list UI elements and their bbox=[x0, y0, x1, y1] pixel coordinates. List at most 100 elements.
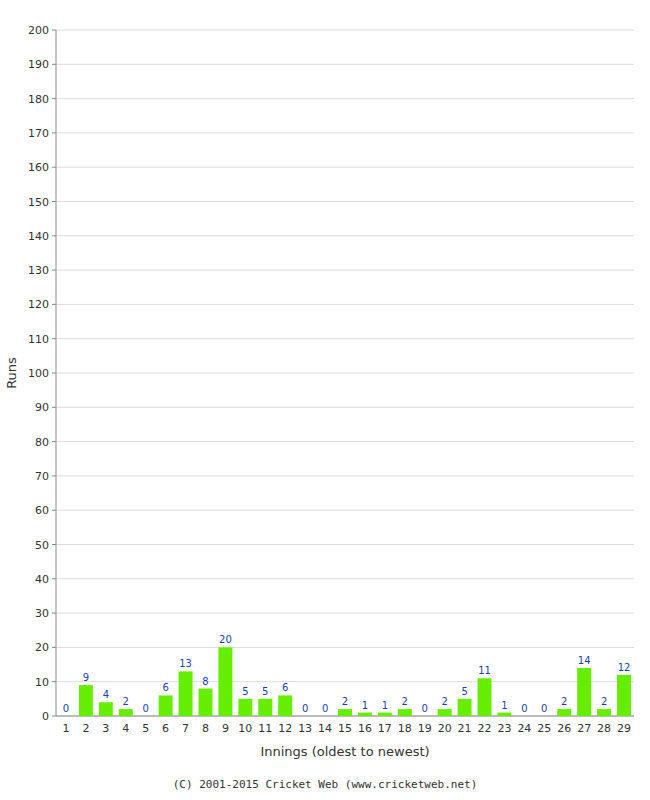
x-tick-label: 10 bbox=[238, 722, 252, 735]
data-labels: 0942061382055600211202511100214212 bbox=[63, 634, 631, 714]
y-tick-label: 40 bbox=[35, 573, 49, 586]
y-tick bbox=[52, 407, 56, 408]
bar bbox=[298, 716, 312, 717]
y-tick-label: 120 bbox=[28, 298, 49, 311]
bar bbox=[378, 713, 392, 716]
y-tick-label: 100 bbox=[28, 367, 49, 380]
y-tick bbox=[52, 716, 56, 717]
y-tick bbox=[52, 441, 56, 442]
bar bbox=[119, 709, 133, 716]
x-tick-label: 22 bbox=[478, 722, 492, 735]
y-axis-title: Runs bbox=[4, 357, 19, 389]
data-label: 6 bbox=[162, 682, 168, 693]
y-tick-label: 170 bbox=[28, 127, 49, 140]
bar bbox=[79, 685, 93, 716]
bar bbox=[617, 675, 631, 716]
y-tick bbox=[52, 167, 56, 168]
y-tick bbox=[52, 510, 56, 511]
x-tick-label: 8 bbox=[202, 722, 209, 735]
bar bbox=[318, 716, 332, 717]
x-tick-label: 28 bbox=[597, 722, 611, 735]
x-tick-label: 19 bbox=[418, 722, 432, 735]
bar bbox=[338, 709, 352, 716]
data-label: 2 bbox=[561, 696, 567, 707]
y-tick-label: 150 bbox=[28, 196, 49, 209]
bar bbox=[597, 709, 611, 716]
x-tick-label: 14 bbox=[318, 722, 332, 735]
y-tick-label: 80 bbox=[35, 436, 49, 449]
y-tick-label: 160 bbox=[28, 161, 49, 174]
bar bbox=[537, 716, 551, 717]
x-tick-label: 1 bbox=[62, 722, 69, 735]
data-label: 0 bbox=[541, 703, 547, 714]
x-tick-label: 3 bbox=[102, 722, 109, 735]
grid-line bbox=[56, 98, 634, 99]
data-label: 0 bbox=[521, 703, 527, 714]
x-tick-label: 29 bbox=[617, 722, 631, 735]
y-tick bbox=[52, 613, 56, 614]
y-tick-label: 190 bbox=[28, 58, 49, 71]
data-label: 20 bbox=[219, 634, 232, 645]
data-label: 5 bbox=[242, 686, 248, 697]
grid-line bbox=[56, 201, 634, 202]
y-tick bbox=[52, 304, 56, 305]
bar bbox=[99, 702, 113, 716]
y-tick-label: 70 bbox=[35, 470, 49, 483]
y-tick-label: 50 bbox=[35, 539, 49, 552]
y-tick bbox=[52, 64, 56, 65]
grid-line bbox=[56, 304, 634, 305]
data-label: 13 bbox=[179, 658, 192, 669]
data-label: 11 bbox=[478, 665, 491, 676]
bar bbox=[557, 709, 571, 716]
data-label: 0 bbox=[143, 703, 149, 714]
data-label: 2 bbox=[123, 696, 129, 707]
y-tick bbox=[52, 201, 56, 202]
bar bbox=[218, 647, 232, 716]
data-label: 0 bbox=[422, 703, 428, 714]
grid-line bbox=[56, 475, 634, 476]
x-tick-label: 2 bbox=[82, 722, 89, 735]
data-label: 0 bbox=[63, 703, 69, 714]
grid-line bbox=[56, 510, 634, 511]
x-tick-label: 21 bbox=[458, 722, 472, 735]
bar bbox=[59, 716, 73, 717]
grid-line bbox=[56, 167, 634, 168]
y-tick bbox=[52, 475, 56, 476]
y-tick bbox=[52, 270, 56, 271]
grid-line bbox=[56, 235, 634, 236]
y-tick bbox=[52, 544, 56, 545]
bar bbox=[358, 713, 372, 716]
grid-line bbox=[56, 132, 634, 133]
y-tick-label: 140 bbox=[28, 230, 49, 243]
data-label: 2 bbox=[342, 696, 348, 707]
data-label: 1 bbox=[501, 700, 507, 711]
bars bbox=[79, 647, 631, 716]
y-tick bbox=[52, 132, 56, 133]
y-tick bbox=[52, 578, 56, 579]
data-label: 8 bbox=[202, 676, 208, 687]
bar bbox=[179, 671, 193, 716]
y-tick-label: 10 bbox=[35, 676, 49, 689]
data-label: 5 bbox=[262, 686, 268, 697]
bar bbox=[139, 716, 153, 717]
x-tick-label: 20 bbox=[438, 722, 452, 735]
y-tick bbox=[52, 373, 56, 374]
x-tick-label: 18 bbox=[398, 722, 412, 735]
data-label: 1 bbox=[362, 700, 368, 711]
data-label: 6 bbox=[282, 682, 288, 693]
x-tick-label: 12 bbox=[278, 722, 292, 735]
y-tick bbox=[52, 681, 56, 682]
x-tick-label: 4 bbox=[122, 722, 129, 735]
data-label: 14 bbox=[578, 655, 591, 666]
y-tick-label: 20 bbox=[35, 641, 49, 654]
y-tick-label: 90 bbox=[35, 401, 49, 414]
y-tick bbox=[52, 338, 56, 339]
y-tick bbox=[52, 30, 56, 31]
y-tick-label: 60 bbox=[35, 504, 49, 517]
y-tick-label: 110 bbox=[28, 333, 49, 346]
bar bbox=[517, 716, 531, 717]
grid-line bbox=[56, 64, 634, 65]
x-tick-label: 13 bbox=[298, 722, 312, 735]
bar bbox=[458, 699, 472, 716]
bar bbox=[497, 713, 511, 716]
